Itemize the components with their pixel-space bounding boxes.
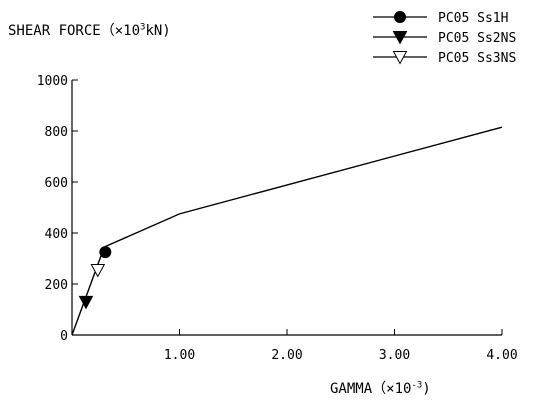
x-axis-title-exp: -3	[411, 380, 423, 391]
y-tick-label: 0	[60, 329, 68, 344]
legend-label: PC05 Ss2NS	[438, 31, 516, 46]
x-tick-label: 1.00	[164, 348, 195, 363]
y-axis-title: SHEAR FORCE（×103kN)	[8, 20, 171, 40]
y-tick-label: 200	[45, 278, 68, 293]
x-axis-title-suffix: )	[422, 381, 431, 397]
skeleton-curve	[71, 126, 503, 336]
y-axis-title-prefix: SHEAR FORCE（×10	[8, 23, 141, 39]
x-axis-title-prefix: GAMMA（×10	[330, 381, 412, 397]
x-tick-label: 3.00	[379, 348, 410, 363]
x-tick-label: 4.00	[486, 348, 517, 363]
x-tick-label: 2.00	[271, 348, 302, 363]
legend-label: PC05 Ss3NS	[438, 51, 516, 66]
data-point	[99, 246, 112, 259]
y-tick-label: 400	[45, 227, 68, 242]
y-tick-label: 600	[45, 176, 68, 191]
y-tick-label: 1000	[37, 74, 68, 89]
data-markers	[78, 246, 112, 310]
legend-marker	[392, 50, 408, 65]
y-axis-title-exp: 3	[140, 22, 146, 33]
y-tick-label: 800	[45, 125, 68, 140]
legend: PC05 Ss1H PC05 Ss2NS PC05 Ss3NS	[373, 11, 516, 66]
legend-label: PC05 Ss1H	[438, 11, 508, 26]
data-point	[78, 295, 94, 310]
y-axis-title-suffix: kN)	[145, 23, 171, 39]
data-point	[90, 263, 106, 278]
legend-marker	[394, 11, 406, 23]
chart-axes: 0 200 400 600 800 1000 1.00 2.00 3.00 4.00	[37, 74, 518, 363]
skeleton-curve-line	[71, 126, 503, 336]
x-axis-title: GAMMA（×10-3)	[330, 378, 431, 398]
legend-marker	[392, 30, 408, 45]
